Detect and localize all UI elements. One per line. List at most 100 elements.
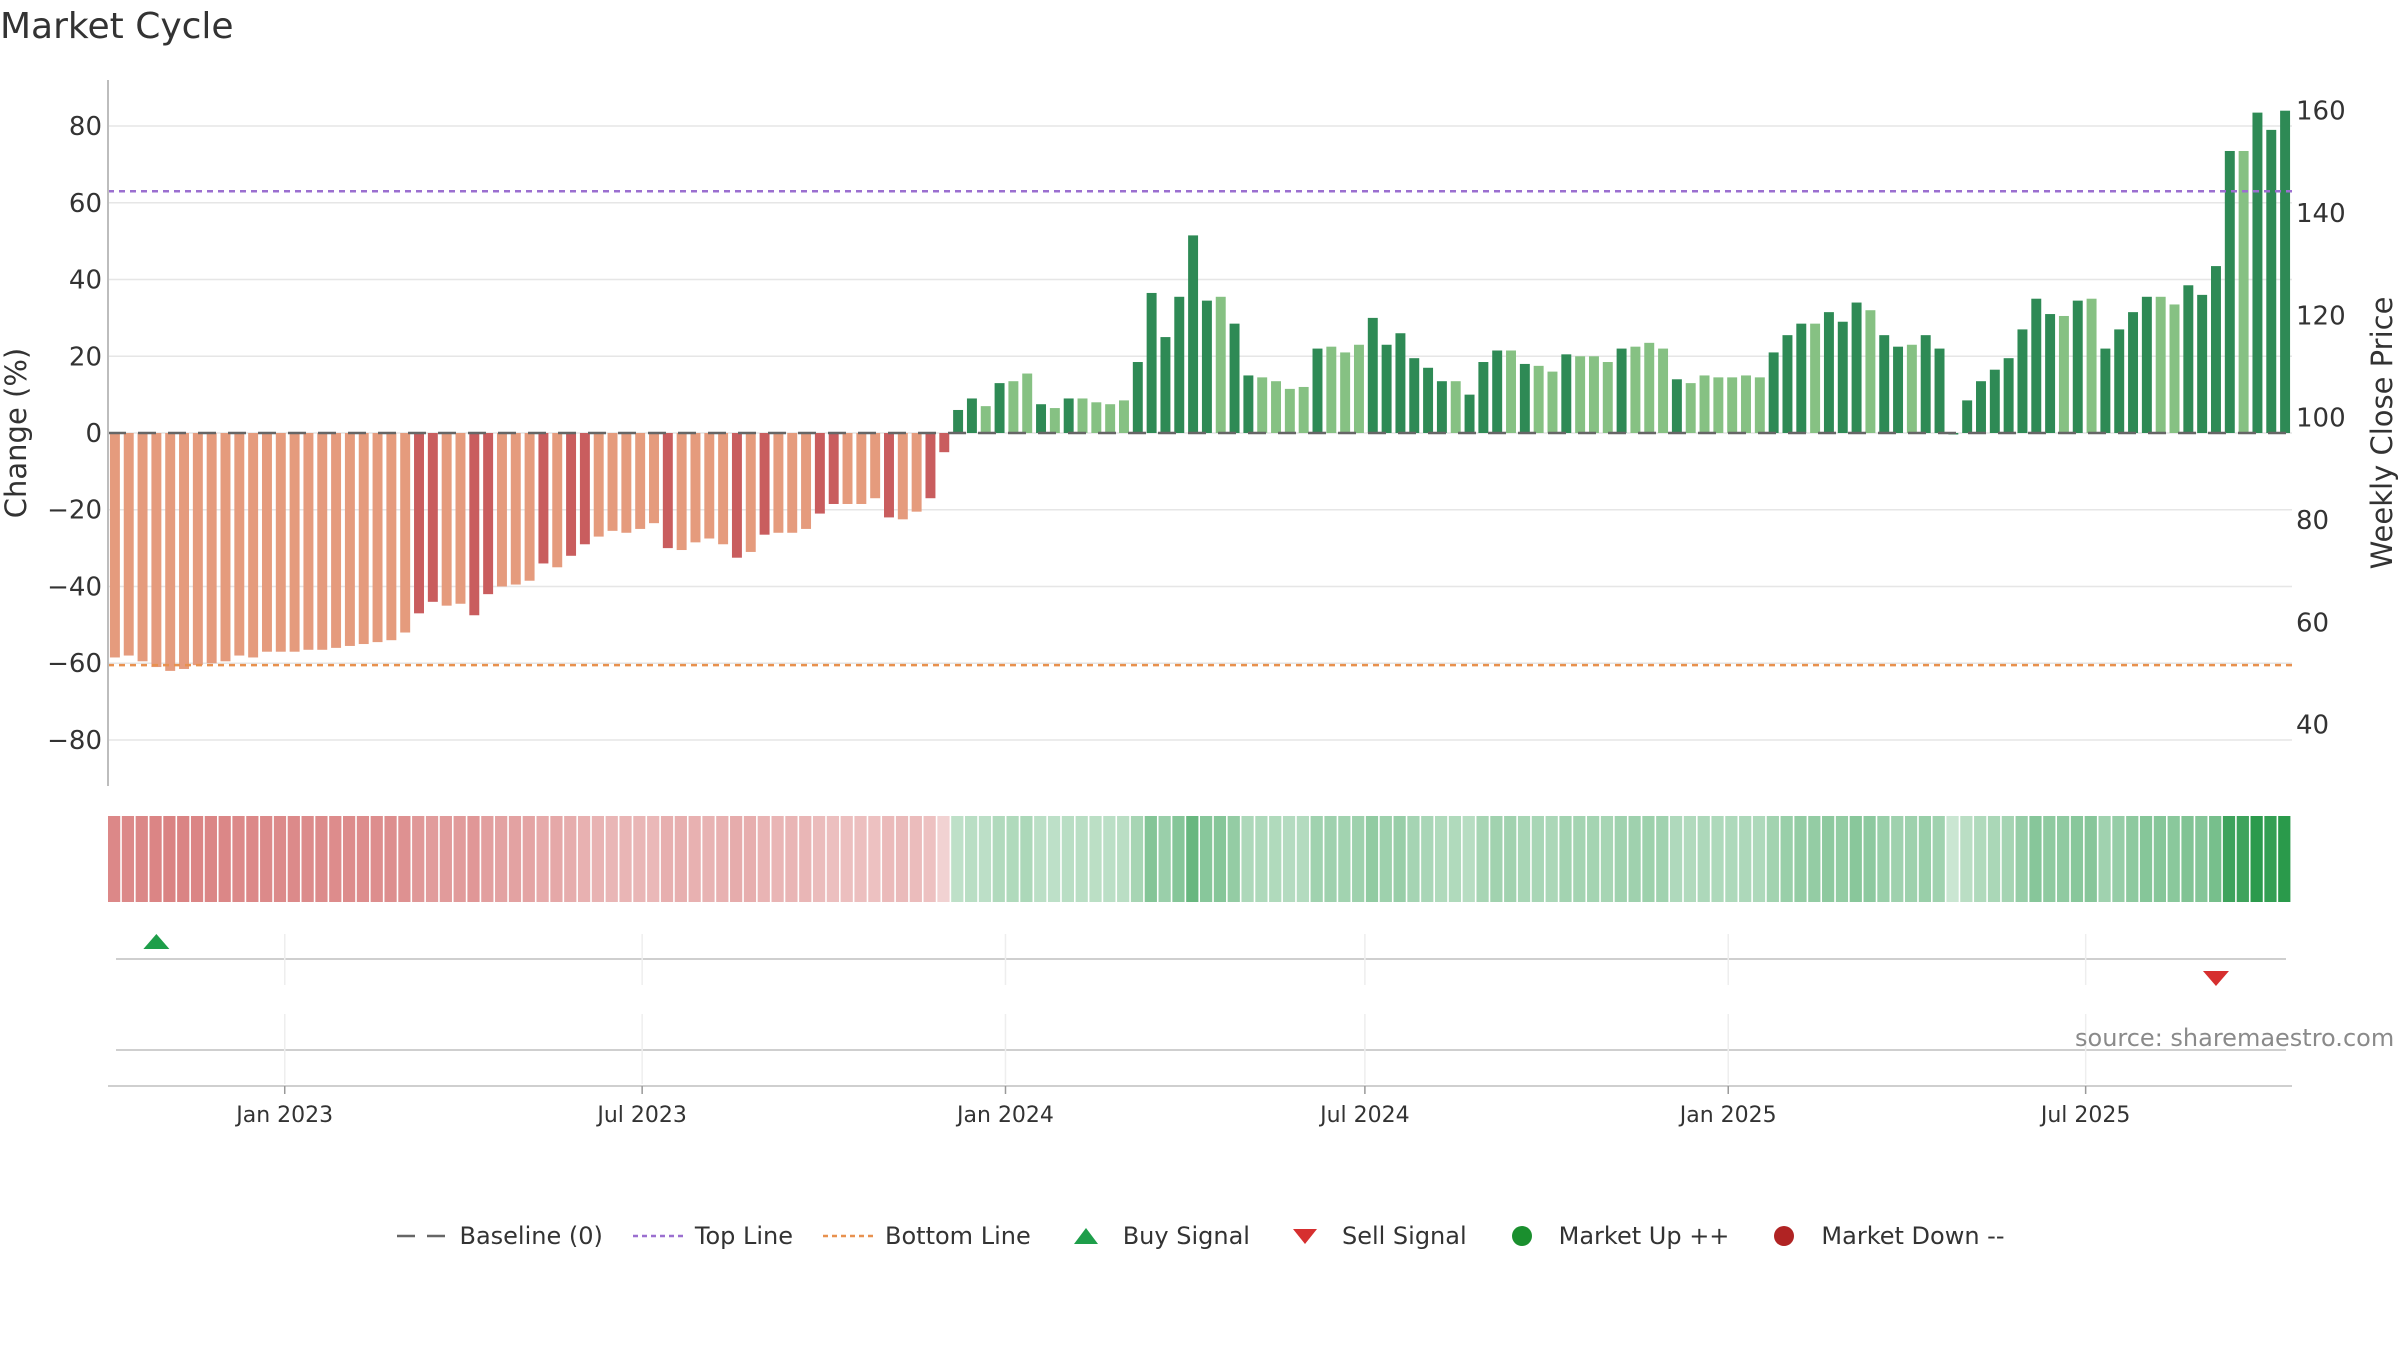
change-bar bbox=[2238, 150, 2249, 433]
heat-cell bbox=[1794, 816, 1807, 902]
change-bar bbox=[1215, 296, 1226, 433]
heat-cell bbox=[149, 816, 162, 902]
heat-cell bbox=[260, 816, 273, 902]
heat-cell bbox=[2167, 816, 2180, 902]
change-bar bbox=[2280, 110, 2291, 434]
legend-item-buy: Buy Signal bbox=[1059, 1222, 1250, 1250]
heat-cell bbox=[1407, 816, 1420, 902]
change-bar bbox=[953, 409, 964, 433]
heat-cell bbox=[2084, 816, 2097, 902]
heat-cell bbox=[743, 816, 757, 902]
change-bar bbox=[400, 433, 411, 633]
heat-cell bbox=[1808, 816, 1821, 902]
heat-cell bbox=[785, 816, 798, 902]
change-bar bbox=[566, 433, 577, 556]
change-bar bbox=[1022, 373, 1033, 433]
heat-cell bbox=[1822, 816, 1835, 902]
heat-cell bbox=[674, 816, 687, 902]
change-bar bbox=[2169, 304, 2180, 433]
change-bar bbox=[1506, 350, 1516, 433]
change-bar bbox=[248, 433, 259, 658]
heat-cell bbox=[868, 816, 881, 902]
change-bar bbox=[2003, 358, 2014, 433]
heat-cell bbox=[1047, 816, 1061, 902]
change-bar bbox=[1492, 350, 1503, 433]
change-bar bbox=[773, 433, 784, 533]
change-bar bbox=[1395, 333, 1406, 433]
y-left-axis-label: Change (%) bbox=[0, 348, 33, 518]
chart-title: Market Cycle bbox=[0, 6, 234, 47]
change-bar bbox=[2086, 298, 2097, 433]
heat-cell bbox=[771, 816, 784, 902]
change-bar bbox=[510, 433, 521, 585]
change-bar bbox=[745, 433, 756, 552]
change-bar bbox=[1561, 354, 1572, 433]
heat-cell bbox=[660, 816, 674, 902]
heat-cell bbox=[909, 816, 922, 902]
change-bar bbox=[1423, 367, 1434, 433]
heat-cell bbox=[2098, 816, 2111, 902]
heat-cell bbox=[1918, 816, 1932, 902]
change-bar bbox=[2155, 296, 2166, 433]
signal-panel bbox=[116, 934, 2286, 1084]
change-bar bbox=[1257, 377, 1268, 433]
change-bar bbox=[1298, 386, 1309, 433]
heat-cell bbox=[2250, 816, 2263, 902]
heat-cell bbox=[1891, 816, 1904, 902]
x-tick-label: Jan 2025 bbox=[1678, 1103, 1777, 1128]
y-left-tick-label: −80 bbox=[47, 726, 102, 756]
change-bar bbox=[801, 433, 812, 529]
change-bar bbox=[552, 433, 563, 568]
heat-cell bbox=[812, 816, 826, 902]
x-tick-label: Jul 2023 bbox=[595, 1103, 687, 1128]
heat-cell bbox=[329, 816, 342, 902]
change-bar bbox=[220, 433, 231, 662]
change-bar bbox=[1893, 346, 1904, 433]
heat-cell bbox=[2222, 816, 2236, 902]
change-bar bbox=[759, 433, 770, 535]
change-bar bbox=[1118, 400, 1129, 433]
heat-cell bbox=[2236, 816, 2249, 902]
heat-cell bbox=[412, 816, 425, 902]
heat-cell bbox=[481, 816, 494, 902]
change-bar bbox=[1823, 312, 1834, 433]
change-bar bbox=[2128, 312, 2139, 433]
heat-cell bbox=[1448, 816, 1462, 902]
heat-cell bbox=[688, 816, 701, 902]
heat-cell bbox=[730, 816, 743, 902]
change-bar bbox=[2100, 348, 2111, 433]
change-bar bbox=[994, 383, 1005, 433]
legend-label: Buy Signal bbox=[1122, 1222, 1250, 1250]
heat-cell bbox=[633, 816, 646, 902]
heat-cell bbox=[2264, 816, 2277, 902]
x-tick-label: Jan 2024 bbox=[955, 1103, 1054, 1128]
heat-cell bbox=[1324, 816, 1337, 902]
heat-cell bbox=[1338, 816, 1351, 902]
change-bar bbox=[1671, 379, 1682, 433]
change-bar bbox=[676, 433, 687, 551]
change-bar bbox=[1976, 381, 1986, 433]
change-bar bbox=[137, 433, 148, 662]
legend-label: Sell Signal bbox=[1341, 1222, 1467, 1250]
change-bar bbox=[317, 433, 328, 650]
heat-cell bbox=[1020, 816, 1033, 902]
change-bar bbox=[1588, 356, 1599, 433]
change-bar bbox=[649, 433, 659, 524]
change-bar bbox=[1146, 292, 1157, 433]
heat-cell bbox=[108, 816, 121, 902]
heat-cell bbox=[550, 816, 563, 902]
x-tick-label: Jan 2023 bbox=[234, 1103, 333, 1128]
change-bar bbox=[939, 433, 950, 453]
heat-cell bbox=[1034, 816, 1047, 902]
y-right-tick-label: 120 bbox=[2296, 301, 2346, 331]
change-bar bbox=[275, 433, 286, 652]
heat-cell bbox=[315, 816, 328, 902]
heat-cell bbox=[1960, 816, 1973, 902]
change-bar bbox=[1353, 344, 1364, 433]
change-bar bbox=[1685, 383, 1696, 433]
heat-cell bbox=[232, 816, 245, 902]
heat-cell bbox=[1490, 816, 1503, 902]
change-bar bbox=[966, 398, 977, 433]
heat-cell bbox=[1075, 816, 1088, 902]
change-bar bbox=[427, 433, 438, 602]
